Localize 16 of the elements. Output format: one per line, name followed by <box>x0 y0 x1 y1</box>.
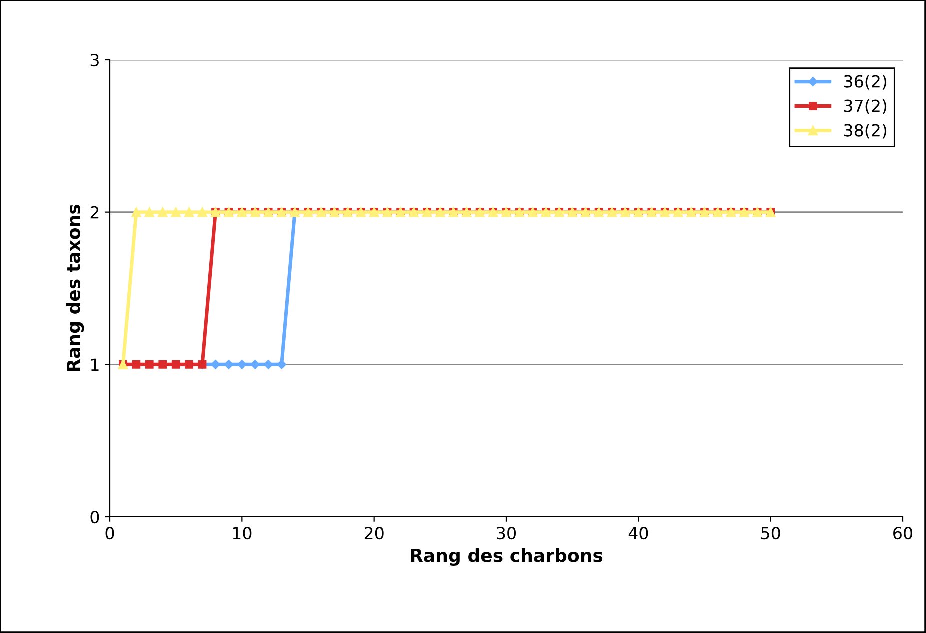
legend-label: 38(2) <box>844 124 887 139</box>
legend-label: 36(2) <box>844 75 887 90</box>
x-tick-label: 60 <box>894 527 912 540</box>
x-tick-label: 40 <box>628 527 648 540</box>
y-tick-label: 1 <box>92 358 99 371</box>
x-axis-title: Rang des charbons <box>411 548 603 566</box>
legend-label: 37(2) <box>844 99 887 114</box>
y-axis-title: Rang des taxons <box>66 204 84 372</box>
x-tick-label: 50 <box>762 527 780 540</box>
y-tick-label: 2 <box>90 206 99 219</box>
x-tick-label: 30 <box>497 527 516 540</box>
y-tick-label: 3 <box>90 54 99 67</box>
x-tick-label: 10 <box>233 527 252 540</box>
x-tick-label: 0 <box>106 527 114 540</box>
y-tick-label: 0 <box>90 510 100 524</box>
x-tick-label: 20 <box>364 527 384 540</box>
